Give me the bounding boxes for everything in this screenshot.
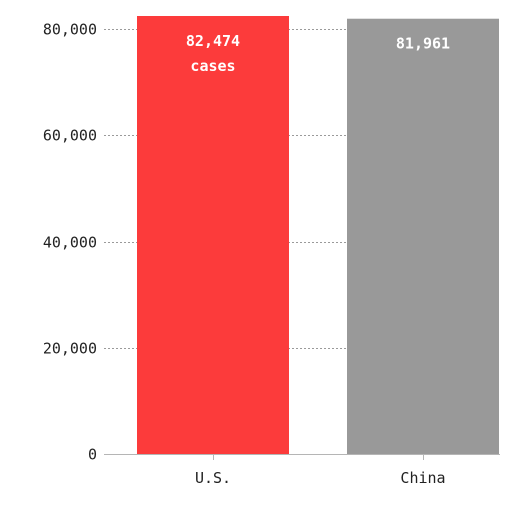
bar-china — [347, 18, 499, 454]
y-tick-label: 0 — [88, 446, 97, 464]
y-tick-label: 20,000 — [43, 340, 97, 358]
axes — [104, 454, 500, 460]
y-tick-label: 80,000 — [43, 21, 97, 39]
y-tick-label: 40,000 — [43, 234, 97, 252]
x-category-label: China — [400, 469, 445, 487]
x-category-label: U.S. — [195, 469, 231, 487]
bar-unit-label: cases — [190, 57, 235, 75]
bar-us — [137, 16, 289, 454]
y-tick-label: 60,000 — [43, 127, 97, 145]
bar-value-label: 82,474 — [186, 32, 240, 50]
bars — [137, 16, 499, 454]
labels: 0 20,000 40,000 60,000 80,000 82,474 cases U.S.… — [43, 21, 450, 488]
bar-value-label: 81,961 — [396, 35, 450, 53]
